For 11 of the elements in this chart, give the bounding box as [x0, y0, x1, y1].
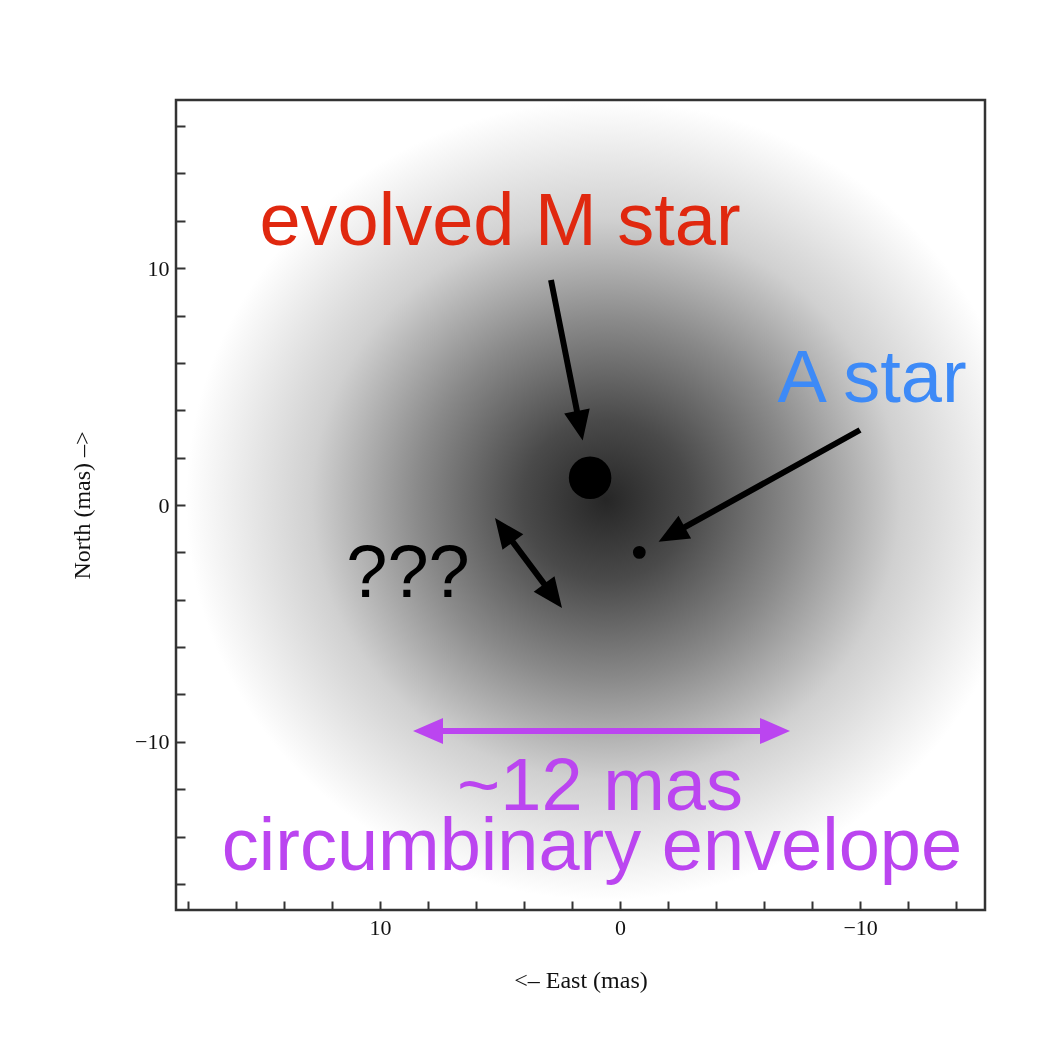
- annotation: A star: [777, 335, 967, 418]
- y-tick-label: −10: [135, 729, 170, 755]
- annotation: evolved M star: [259, 178, 741, 261]
- x-tick-label: 10: [369, 914, 392, 940]
- y-axis-title: North (mas) –>: [69, 431, 96, 580]
- annotation: ???: [346, 530, 470, 613]
- x-tick-label: 0: [615, 914, 627, 940]
- x-tick-label: −10: [843, 914, 878, 940]
- x-axis-title: <– East (mas): [514, 966, 648, 993]
- y-tick-label: 0: [158, 492, 170, 518]
- y-tick-label: 10: [147, 255, 170, 281]
